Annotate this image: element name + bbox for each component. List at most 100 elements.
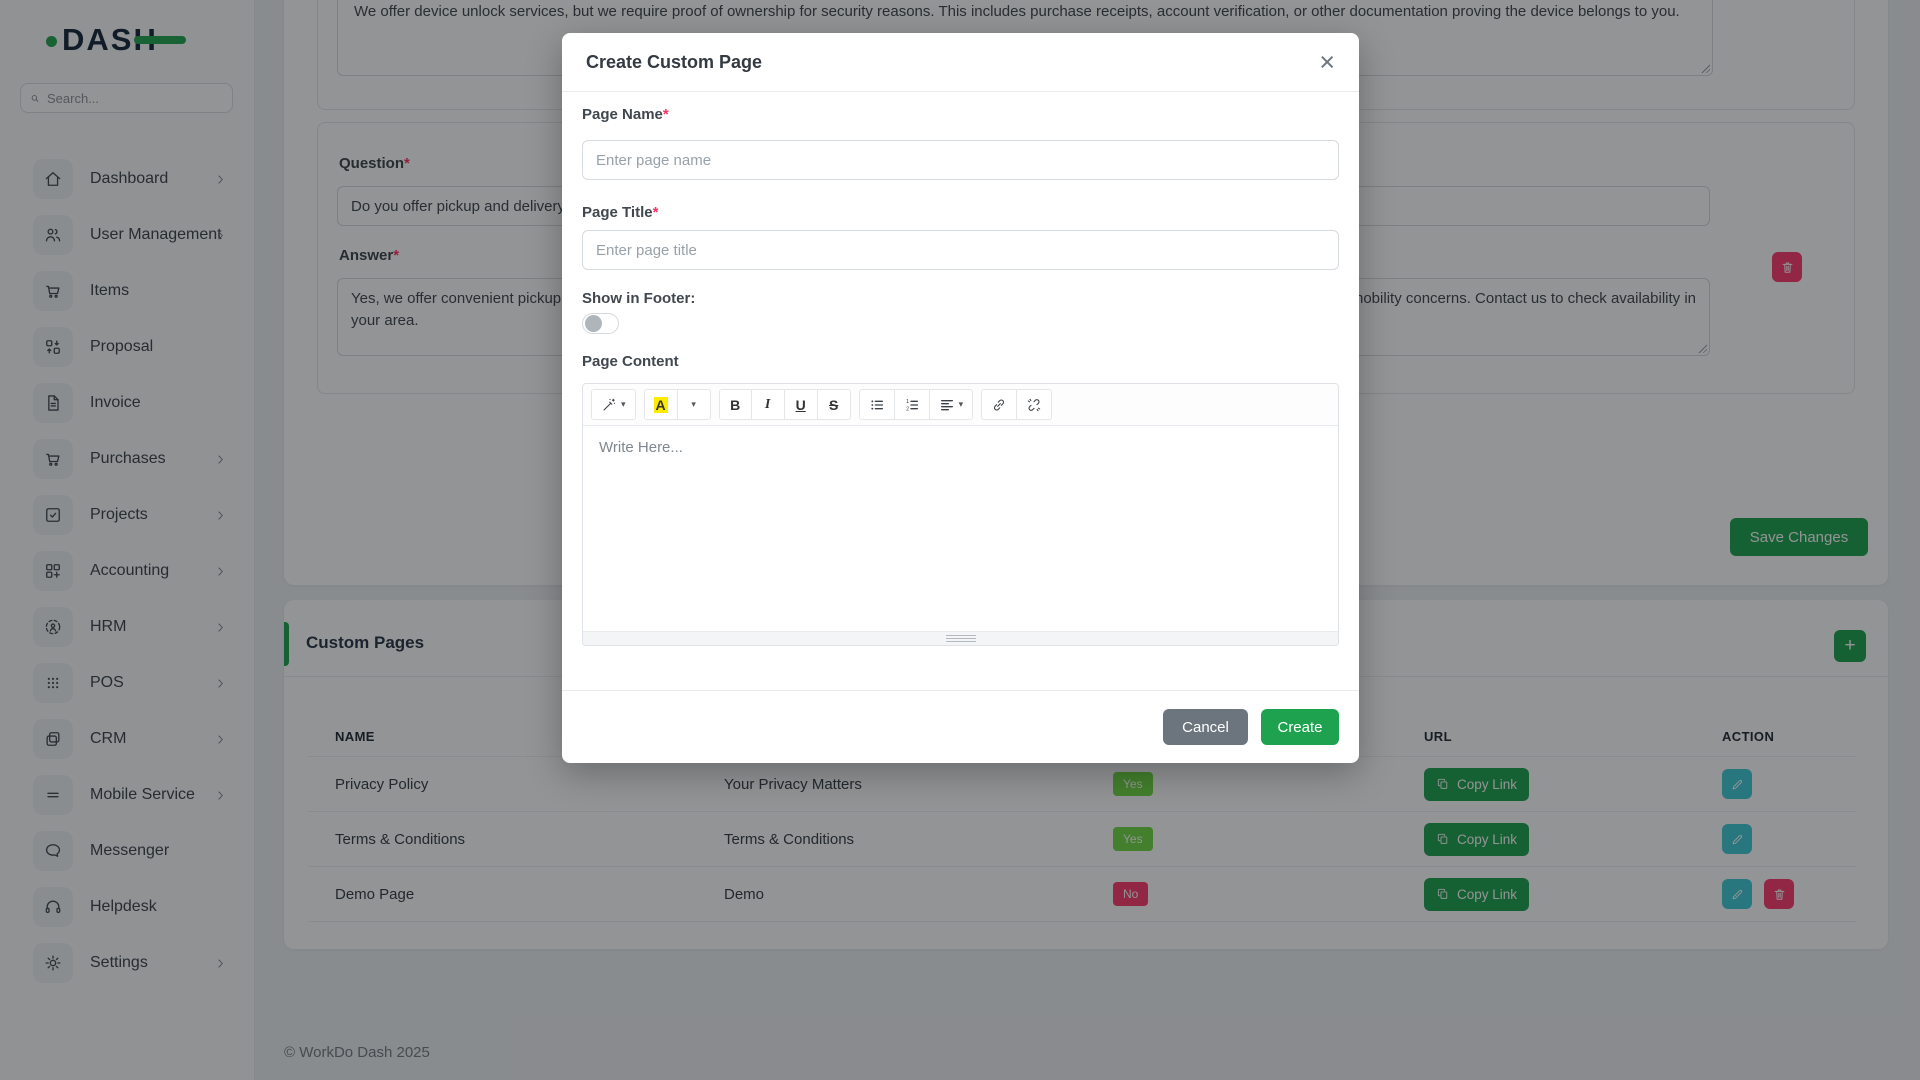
page-title-input[interactable]	[582, 230, 1339, 270]
trash-icon	[1780, 260, 1795, 275]
edit-page-button[interactable]	[1722, 824, 1752, 854]
page-name-cell: Demo Page	[335, 885, 415, 903]
strikethrough-button[interactable]: S	[817, 389, 851, 420]
italic-button[interactable]: I	[751, 389, 785, 420]
footer-status-badge: Yes	[1113, 772, 1153, 796]
sidebar-item-helpdesk[interactable]: Helpdesk	[0, 879, 255, 935]
rich-text-editor: ▾ A ▾ B I U S	[582, 383, 1339, 646]
paragraph-align-button[interactable]: ▾	[929, 389, 974, 420]
bold-button[interactable]: B	[718, 389, 752, 420]
resize-grip-icon	[945, 635, 976, 642]
sidebar-item-items[interactable]: Items	[0, 263, 255, 319]
copy-link-button[interactable]: Copy Link	[1424, 822, 1530, 856]
app-logo[interactable]: DASH	[46, 22, 186, 58]
search-input[interactable]	[47, 90, 223, 106]
chevron-right-icon	[214, 565, 227, 578]
table-row: Demo Page Demo No Copy Link	[308, 867, 1856, 922]
logo-dash-icon	[133, 36, 186, 44]
insert-link-button[interactable]	[981, 389, 1018, 420]
grid-plus-icon	[33, 551, 73, 591]
style-magic-button[interactable]: ▾	[591, 389, 636, 420]
sidebar-item-settings[interactable]: Settings	[0, 935, 255, 991]
sidebar-item-mobile-service[interactable]: Mobile Service	[0, 767, 255, 823]
sidebar-item-invoice[interactable]: Invoice	[0, 375, 255, 431]
gear-icon	[33, 943, 73, 983]
sidebar-item-label: Dashboard	[90, 170, 169, 187]
page-title-cell: Demo	[724, 885, 765, 903]
resize-handle-icon[interactable]	[1700, 63, 1710, 73]
sidebar-item-dashboard[interactable]: Dashboard	[0, 151, 255, 207]
page-name-input[interactable]	[582, 140, 1339, 180]
caret-down-icon: ▾	[958, 399, 964, 409]
chevron-right-icon	[214, 621, 227, 634]
cancel-button[interactable]: Cancel	[1163, 709, 1248, 745]
toggle-knob	[585, 315, 602, 332]
create-button[interactable]: Create	[1261, 709, 1339, 745]
sidebar-item-label: Mobile Service	[90, 786, 195, 803]
search-icon	[30, 91, 40, 106]
sidebar-item-purchases[interactable]: Purchases	[0, 431, 255, 487]
users-icon	[33, 215, 73, 255]
home-icon	[33, 159, 73, 199]
sidebar-nav: Dashboard User Management Items Proposal Inv…	[0, 151, 255, 991]
sidebar-item-hrm[interactable]: HRM	[0, 599, 255, 655]
edit-page-button[interactable]	[1722, 769, 1752, 799]
sidebar-item-crm[interactable]: CRM	[0, 711, 255, 767]
close-icon[interactable]: ×	[1319, 46, 1335, 77]
editor-statusbar[interactable]	[583, 631, 1338, 645]
sidebar-item-pos[interactable]: POS	[0, 655, 255, 711]
paragraph-align-icon	[939, 397, 955, 413]
editor-content-area[interactable]: Write Here...	[583, 426, 1338, 631]
show-in-footer-toggle[interactable]	[582, 313, 619, 334]
answer-label: Answer*	[339, 247, 400, 264]
modal-footer: Cancel Create	[562, 690, 1359, 763]
sidebar-item-proposal[interactable]: Proposal	[0, 319, 255, 375]
copy-link-button[interactable]: Copy Link	[1424, 877, 1530, 911]
add-custom-page-button[interactable]: +	[1834, 630, 1866, 662]
sidebar-item-user-management[interactable]: User Management	[0, 207, 255, 263]
sidebar-item-label: Invoice	[90, 394, 141, 411]
invoice-icon	[33, 383, 73, 423]
delete-faq-button[interactable]	[1772, 252, 1802, 282]
modal-body: Page Name* Page Title* Show in Footer: P…	[562, 92, 1359, 646]
column-header: ACTION	[1722, 728, 1775, 744]
unordered-list-button[interactable]	[858, 389, 895, 420]
sidebar-item-projects[interactable]: Projects	[0, 487, 255, 543]
resize-handle-icon[interactable]	[1697, 343, 1707, 353]
svg-text:2: 2	[906, 406, 909, 412]
font-color-dropdown-button[interactable]: ▾	[677, 389, 711, 420]
pencil-icon	[1730, 777, 1745, 792]
section-accent-bar	[284, 622, 289, 666]
save-changes-button[interactable]: Save Changes	[1730, 518, 1868, 556]
chevron-right-icon	[214, 733, 227, 746]
delete-page-button[interactable]	[1764, 879, 1794, 909]
create-custom-page-modal: Create Custom Page × Page Name* Page Tit…	[562, 33, 1359, 763]
svg-text:1: 1	[906, 399, 909, 405]
sidebar-item-messenger[interactable]: Messenger	[0, 823, 255, 879]
trash-icon	[1772, 887, 1787, 902]
chevron-right-icon	[214, 509, 227, 522]
dots-grid-icon	[33, 663, 73, 703]
copy-icon	[1436, 832, 1450, 846]
caret-down-icon: ▾	[621, 399, 626, 409]
custom-pages-table: NAME URL ACTION Privacy Policy Your Privacy …	[308, 716, 1856, 922]
underline-button[interactable]: U	[784, 389, 818, 420]
sidebar-item-label: Projects	[90, 506, 148, 523]
sidebar-item-accounting[interactable]: Accounting	[0, 543, 255, 599]
sidebar-search[interactable]	[20, 83, 233, 113]
sidebar-item-label: Accounting	[90, 562, 170, 579]
sidebar-item-label: CRM	[90, 730, 127, 747]
sidebar-item-label: Settings	[90, 954, 148, 971]
page-title-cell: Your Privacy Matters	[724, 775, 862, 793]
edit-page-button[interactable]	[1722, 879, 1752, 909]
sidebar-item-label: Messenger	[90, 842, 170, 859]
font-color-button[interactable]: A	[643, 389, 678, 420]
headset-icon	[33, 887, 73, 927]
caret-down-icon: ▾	[691, 399, 696, 409]
copy-link-button[interactable]: Copy Link	[1424, 767, 1530, 801]
modal-header: Create Custom Page ×	[562, 33, 1359, 92]
footer-status-badge: Yes	[1113, 827, 1153, 851]
unlink-button[interactable]	[1017, 389, 1053, 420]
